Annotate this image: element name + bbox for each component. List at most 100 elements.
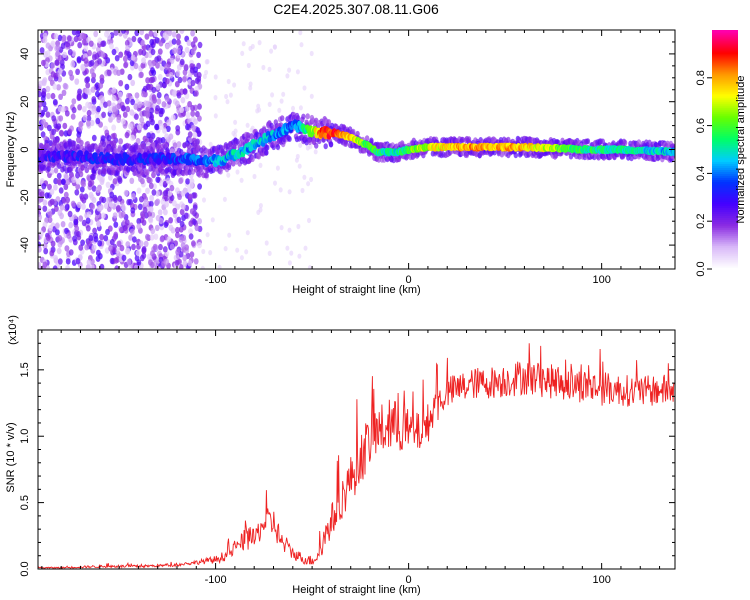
colorbar-segment [712,99,738,103]
noise-dot [76,201,82,209]
noise-dot [100,135,106,142]
noise-dot [58,67,63,75]
colorbar-tick-label: 0.4 [695,166,707,181]
noise-dot [153,260,159,267]
noise-dot [104,31,109,38]
colorbar-segment [712,113,738,117]
noise-dot [111,87,117,94]
noise-dot [57,179,63,186]
noise-dot [129,59,135,67]
noise-dot [71,30,77,36]
noise-dot [81,92,87,99]
noise-dot [95,117,101,125]
noise-dot [189,251,195,258]
noise-dot [103,235,109,242]
noise-dot [155,136,161,144]
noise-dot [175,203,181,210]
noise-dot [174,259,180,267]
halo-dot [57,163,62,169]
noise-dot [225,99,230,105]
noise-dot [118,138,123,145]
noise-dot [202,197,206,203]
noise-dot [232,82,237,88]
noise-dot [150,250,155,257]
noise-dot [105,228,110,236]
noise-dot [202,73,207,80]
noise-dot [162,246,168,253]
colorbar-segment [712,195,738,198]
noise-dot [189,67,195,74]
noise-dot [53,184,58,191]
noise-dot [156,55,162,62]
noise-dot [38,230,44,237]
noise-dot [133,127,139,134]
colorbar-segment [712,187,738,190]
noise-dot [52,265,58,269]
halo-dot [84,167,90,174]
colorbar-segment [712,253,738,256]
noise-dot [113,221,119,228]
colorbar-segment [712,147,738,151]
colorbar-segment [712,191,738,194]
noise-dot [187,101,193,108]
noise-dot [141,57,147,64]
noise-dot [64,245,70,252]
noise-dot [96,105,101,113]
noise-dot [55,44,61,51]
noise-dot [99,74,105,81]
colorbar-segment [712,247,738,250]
noise-dot [136,259,142,266]
noise-dot [157,73,163,81]
noise-dot [50,240,56,247]
noise-dot [281,91,286,97]
noise-dot [139,196,144,203]
noise-dot [70,61,76,68]
noise-dot [140,62,146,69]
colorbar-segment [712,223,738,226]
colorbar-segment [712,49,738,53]
noise-dot [224,93,229,100]
noise-dot [109,257,115,265]
noise-dot [188,220,194,227]
noise-dot [299,42,304,48]
noise-dot [183,212,189,219]
noise-dot [175,226,180,234]
noise-dot [143,199,149,206]
halo-dot [264,149,269,156]
noise-dot [45,234,51,241]
noise-dot [164,78,170,85]
colorbar-segment [712,163,738,167]
noise-dot [176,33,181,40]
noise-dot [45,42,51,49]
noise-dot [101,40,107,47]
noise-dot [57,258,63,265]
colorbar-segment [712,55,738,59]
noise-dot [38,246,42,253]
noise-dot [125,44,130,52]
noise-dot [297,253,302,259]
colorbar-segment [712,265,738,268]
halo-dot [329,122,335,129]
halo-dot [314,142,319,149]
colorbar-segment [712,189,738,192]
noise-dot [169,184,175,192]
colorbar-segment [712,255,738,258]
noise-dot [295,153,300,160]
noise-dot [111,124,117,131]
noise-dot [252,173,257,180]
noise-dot [208,141,213,147]
noise-dot [75,178,81,185]
colorbar-segment [712,123,738,127]
noise-dot [143,240,149,247]
noise-dot [84,87,90,95]
halo-dot [140,143,146,150]
halo-dot [110,164,115,171]
halo-dot [287,136,292,142]
noise-dot [57,54,63,62]
noise-dot [91,185,97,192]
noise-dot [65,258,71,265]
noise-dot [90,108,96,115]
colorbar-segment [712,233,738,236]
spectrogram-panel: -100 0 100 -40 -20 0 20 40 Height of straight li… [5,29,676,296]
noise-dot [94,113,100,120]
